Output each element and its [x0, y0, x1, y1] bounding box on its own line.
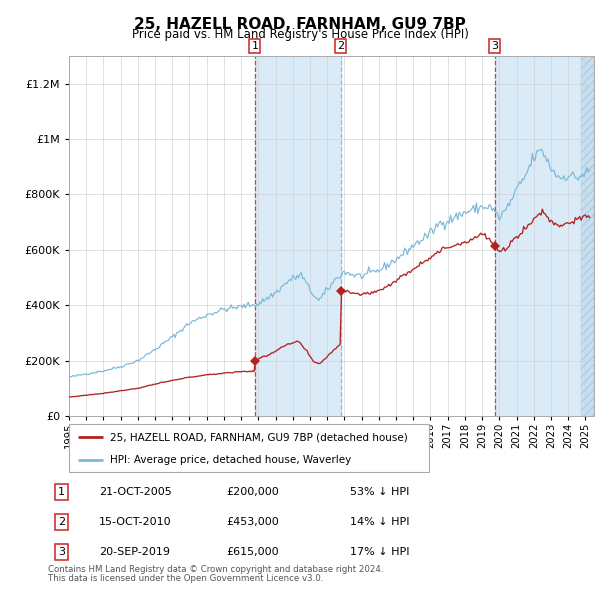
Bar: [581, 56, 594, 416]
Text: £200,000: £200,000: [226, 487, 279, 497]
Text: 25, HAZELL ROAD, FARNHAM, GU9 7BP: 25, HAZELL ROAD, FARNHAM, GU9 7BP: [134, 17, 466, 31]
Text: 1: 1: [251, 41, 259, 51]
FancyBboxPatch shape: [69, 424, 429, 472]
Text: 3: 3: [491, 41, 498, 51]
Text: £615,000: £615,000: [226, 547, 279, 557]
Text: 3: 3: [58, 547, 65, 557]
Text: 20-SEP-2019: 20-SEP-2019: [100, 547, 170, 557]
Text: 15-OCT-2010: 15-OCT-2010: [100, 517, 172, 527]
Text: 1: 1: [58, 487, 65, 497]
Text: Price paid vs. HM Land Registry's House Price Index (HPI): Price paid vs. HM Land Registry's House …: [131, 28, 469, 41]
Bar: [494, 56, 594, 416]
Text: HPI: Average price, detached house, Waverley: HPI: Average price, detached house, Wave…: [110, 455, 352, 465]
Text: Contains HM Land Registry data © Crown copyright and database right 2024.: Contains HM Land Registry data © Crown c…: [48, 565, 383, 574]
Text: This data is licensed under the Open Government Licence v3.0.: This data is licensed under the Open Gov…: [48, 574, 323, 583]
Text: 14% ↓ HPI: 14% ↓ HPI: [350, 517, 410, 527]
Text: 25, HAZELL ROAD, FARNHAM, GU9 7BP (detached house): 25, HAZELL ROAD, FARNHAM, GU9 7BP (detac…: [110, 432, 408, 442]
Text: £453,000: £453,000: [226, 517, 279, 527]
Text: 2: 2: [337, 41, 344, 51]
Text: 53% ↓ HPI: 53% ↓ HPI: [350, 487, 410, 497]
Text: 2: 2: [58, 517, 65, 527]
Text: 17% ↓ HPI: 17% ↓ HPI: [350, 547, 410, 557]
Text: 21-OCT-2005: 21-OCT-2005: [100, 487, 172, 497]
Bar: [255, 56, 341, 416]
